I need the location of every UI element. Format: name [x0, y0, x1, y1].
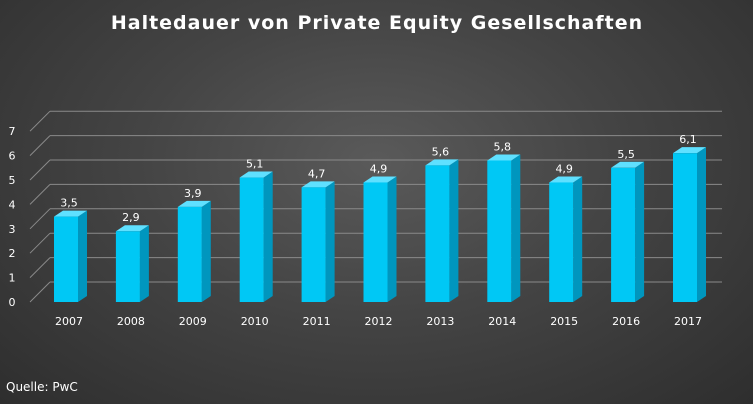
grid-diagonal: [29, 281, 51, 303]
grid-diagonal: [29, 159, 51, 181]
bar: [487, 160, 512, 302]
bar-top: [673, 147, 706, 154]
bar-group: [549, 176, 583, 302]
bar-side: [139, 225, 149, 302]
bar: [611, 167, 636, 302]
grid-diagonal: [29, 110, 51, 132]
bar: [673, 153, 697, 302]
data-labels: 3,5 2,9 3,9 5,1 4,7 4,9 5,6 5,8 4,9 5,5 6,1: [60, 133, 697, 224]
bar-group: [54, 210, 87, 302]
x-tick-label: 2014: [488, 315, 516, 328]
grid-diagonal: [29, 232, 51, 254]
bar: [54, 216, 78, 302]
data-label: 5,1: [246, 158, 264, 171]
x-tick-label: 2016: [612, 315, 640, 328]
grid-diagonal: [29, 208, 51, 230]
bar-side: [573, 176, 583, 302]
data-label: 5,5: [617, 148, 635, 161]
bar-side: [635, 161, 645, 302]
y-tick-label: 1: [9, 272, 16, 285]
bar: [115, 231, 140, 302]
x-tick-label: 2011: [303, 315, 331, 328]
chart-title: Haltedauer von Private Equity Gesellscha…: [111, 12, 643, 34]
bar: [177, 206, 202, 302]
bar-top: [239, 171, 273, 178]
grid-diagonal: [29, 257, 51, 278]
y-tick-label: 7: [9, 125, 16, 138]
bar-top: [54, 210, 87, 217]
source-note: Quelle: PwC: [6, 380, 78, 394]
bar-top: [549, 176, 583, 183]
data-label: 4,9: [370, 162, 388, 175]
data-label: 6,1: [679, 133, 697, 146]
bar-side: [387, 176, 397, 302]
grid-diagonal: [29, 135, 51, 156]
y-tick-label: 2: [9, 247, 16, 260]
bar: [549, 182, 574, 302]
bar-group: [239, 171, 273, 302]
data-label: 5,8: [494, 140, 512, 153]
y-tick-label: 3: [9, 223, 16, 236]
x-tick-label: 2007: [55, 315, 83, 328]
grid-diagonal: [29, 184, 51, 205]
bar-side: [325, 181, 335, 302]
bar-group: [673, 147, 706, 302]
bar-side: [511, 154, 521, 302]
bar-group: [425, 159, 459, 302]
bar: [425, 165, 450, 302]
bars: [54, 147, 706, 302]
y-axis-ticks: 0 1 2 3 4 5 6 7: [9, 125, 16, 309]
bar-top: [301, 181, 335, 188]
bar-group: [177, 200, 211, 302]
bar-group: [363, 176, 397, 302]
data-label: 5,6: [432, 145, 450, 158]
data-label: 2,9: [122, 211, 140, 224]
bar-top: [487, 154, 521, 161]
bar-top: [611, 161, 645, 168]
data-label: 3,9: [184, 187, 202, 200]
x-axis-ticks: 2007 2008 2009 2010 2011 2012 2013 2014 2015 2016…: [55, 315, 702, 328]
bar-group: [301, 181, 335, 302]
bar-side: [449, 159, 459, 302]
bar-side: [201, 200, 211, 302]
data-label: 4,9: [555, 162, 573, 175]
bar-top: [425, 159, 459, 166]
bar-top: [115, 225, 149, 232]
x-tick-label: 2010: [241, 315, 269, 328]
y-tick-label: 6: [9, 150, 16, 163]
x-tick-label: 2008: [117, 315, 145, 328]
y-tick-label: 0: [9, 296, 16, 309]
x-tick-label: 2009: [179, 315, 207, 328]
bar-side: [263, 171, 273, 302]
x-tick-label: 2015: [550, 315, 578, 328]
bar-group: [487, 154, 521, 302]
y-tick-label: 4: [9, 198, 16, 211]
x-tick-label: 2017: [674, 315, 702, 328]
y-tick-label: 5: [9, 174, 16, 187]
bar-side: [78, 210, 87, 302]
bar-group: [115, 225, 149, 302]
x-tick-label: 2012: [365, 315, 393, 328]
bar-side: [697, 147, 706, 302]
bar-group: [611, 161, 645, 302]
bar: [239, 177, 264, 302]
bar: [301, 187, 326, 302]
bar-top: [177, 200, 211, 207]
data-label: 4,7: [308, 167, 326, 180]
bar: [363, 182, 388, 302]
data-label: 3,5: [60, 197, 78, 210]
bar-top: [363, 176, 397, 183]
x-tick-label: 2013: [426, 315, 454, 328]
